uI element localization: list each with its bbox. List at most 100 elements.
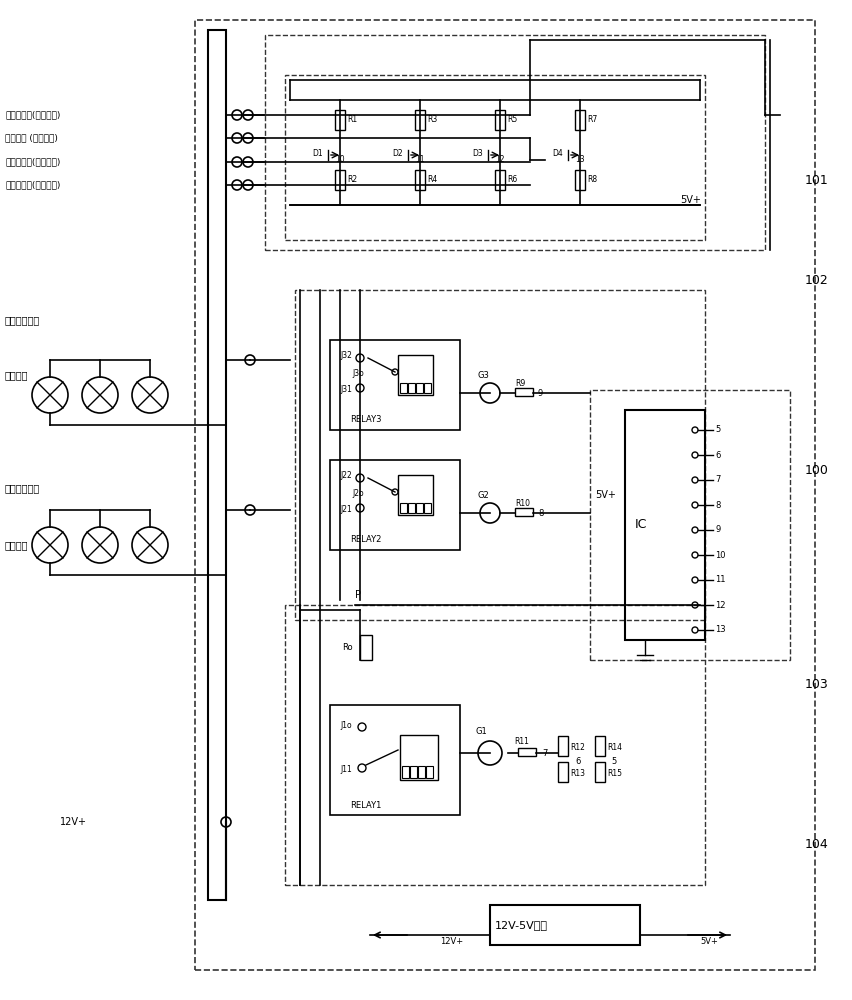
Bar — [490, 905, 640, 945]
Text: 103: 103 — [805, 678, 829, 692]
Text: 13: 13 — [715, 626, 726, 635]
Bar — [515, 508, 533, 516]
Bar — [495, 170, 505, 190]
Bar — [575, 110, 585, 130]
Text: R3: R3 — [427, 115, 437, 124]
Text: R4: R4 — [427, 176, 437, 184]
Text: J1o: J1o — [340, 720, 352, 730]
Bar — [400, 383, 407, 393]
Text: 8: 8 — [715, 500, 721, 510]
Text: D4: D4 — [552, 148, 563, 157]
Text: J31: J31 — [340, 385, 352, 394]
Text: 5: 5 — [611, 758, 616, 766]
Text: R7: R7 — [587, 115, 597, 124]
Text: 9: 9 — [715, 526, 720, 534]
Text: 5V+: 5V+ — [680, 195, 701, 205]
Text: 12: 12 — [715, 600, 726, 609]
Text: 5V+: 5V+ — [595, 490, 616, 500]
Bar — [558, 762, 568, 782]
Text: RELAY1: RELAY1 — [350, 800, 382, 810]
Text: D1: D1 — [312, 148, 323, 157]
Text: 11: 11 — [415, 155, 424, 164]
Text: R10: R10 — [515, 498, 530, 508]
Text: J22: J22 — [340, 471, 352, 480]
Bar — [265, 35, 765, 250]
Text: 104: 104 — [805, 838, 829, 852]
Text: 左转向开关(左转信号): 左转向开关(左转信号) — [5, 180, 60, 190]
Bar — [408, 503, 415, 513]
Bar — [515, 388, 533, 396]
Bar — [400, 503, 407, 513]
Text: R6: R6 — [507, 176, 517, 184]
Bar — [558, 736, 568, 756]
Text: G1: G1 — [475, 728, 486, 736]
Bar — [195, 20, 815, 970]
Text: 101: 101 — [805, 174, 829, 186]
Bar — [330, 460, 460, 550]
Text: 12V+: 12V+ — [440, 938, 463, 946]
Bar — [418, 766, 425, 778]
Text: J11: J11 — [340, 766, 352, 774]
Text: IC: IC — [635, 518, 648, 532]
Bar — [335, 110, 345, 130]
Text: 12: 12 — [495, 155, 504, 164]
Bar — [575, 170, 585, 190]
Bar — [625, 410, 705, 640]
Bar — [410, 766, 417, 778]
Text: 左转向指示灯: 左转向指示灯 — [5, 315, 40, 325]
Text: 报警开关 (报警信号): 报警开关 (报警信号) — [5, 133, 58, 142]
Text: J21: J21 — [340, 506, 352, 514]
Text: 6: 6 — [715, 450, 721, 460]
Text: J3o: J3o — [352, 368, 364, 377]
Text: 车速传感器(车速信号): 车速传感器(车速信号) — [5, 110, 60, 119]
Text: R9: R9 — [515, 378, 525, 387]
Bar — [402, 766, 409, 778]
Text: 8: 8 — [538, 508, 544, 518]
Bar — [330, 705, 460, 815]
Text: G2: G2 — [478, 490, 490, 499]
Text: J32: J32 — [340, 351, 352, 360]
Text: 右转向指示灯: 右转向指示灯 — [5, 483, 40, 493]
Bar — [360, 635, 372, 660]
Text: R5: R5 — [507, 115, 517, 124]
Text: RELAY3: RELAY3 — [350, 416, 382, 424]
Text: P: P — [355, 590, 361, 600]
Text: RELAY2: RELAY2 — [350, 536, 382, 544]
Bar — [398, 355, 433, 395]
Text: 7: 7 — [715, 476, 721, 485]
Bar — [285, 75, 705, 240]
Bar — [400, 735, 438, 780]
Bar — [495, 110, 505, 130]
Text: R15: R15 — [607, 768, 622, 778]
Text: 11: 11 — [715, 576, 726, 584]
Text: R1: R1 — [347, 115, 357, 124]
Text: 9: 9 — [538, 388, 544, 397]
Text: R11: R11 — [514, 738, 529, 746]
Text: R2: R2 — [347, 176, 357, 184]
Bar — [424, 503, 431, 513]
Text: 5: 5 — [715, 426, 720, 434]
Text: 10: 10 — [715, 550, 726, 560]
Bar — [415, 170, 425, 190]
Text: D3: D3 — [472, 148, 483, 157]
Text: G3: G3 — [478, 370, 490, 379]
Bar — [330, 340, 460, 430]
Text: 10: 10 — [335, 155, 344, 164]
Text: 右转向开关(右转信号): 右转向开关(右转信号) — [5, 157, 60, 166]
Bar — [590, 390, 790, 660]
Text: 102: 102 — [805, 273, 829, 286]
Bar — [518, 748, 536, 756]
Bar — [398, 475, 433, 515]
Text: Ro: Ro — [342, 643, 353, 652]
Text: 12V-5V转换: 12V-5V转换 — [495, 920, 548, 930]
Bar — [416, 503, 423, 513]
Text: R12: R12 — [570, 742, 584, 752]
Bar — [595, 736, 605, 756]
Text: 6: 6 — [575, 758, 580, 766]
Text: 7: 7 — [542, 748, 547, 758]
Bar — [426, 766, 433, 778]
Bar — [424, 383, 431, 393]
Text: J2o: J2o — [352, 488, 364, 497]
Bar — [208, 30, 226, 900]
Bar — [295, 290, 705, 620]
